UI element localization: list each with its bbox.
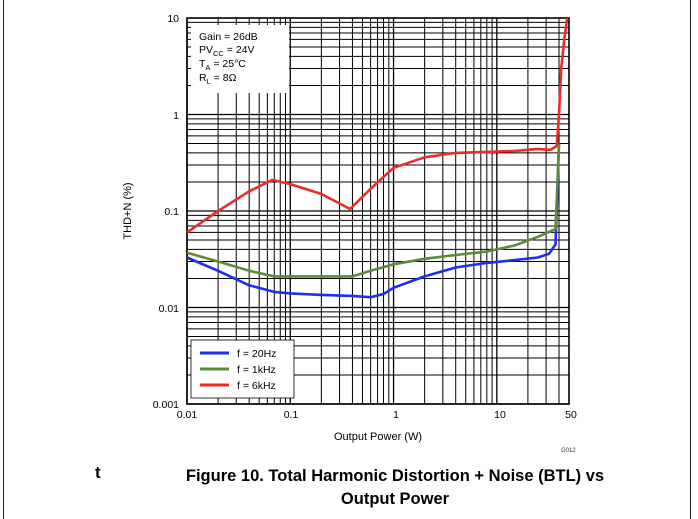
conditions-box	[191, 25, 289, 93]
annotation-gain: Gain = 26dB	[199, 31, 258, 43]
y-tick-label-10: 10	[167, 13, 179, 25]
x-tick-label-50: 50	[565, 409, 577, 421]
annotation-rl: RL = 8Ω	[199, 72, 237, 86]
y-tick-label-1: 1	[173, 110, 179, 122]
clipped-text-fragment: t	[95, 463, 101, 482]
y-tick-label-0.001: 0.001	[153, 399, 179, 411]
x-tick-label-0.01: 0.01	[177, 409, 198, 421]
legend-label-20hz: f = 20Hz	[237, 348, 276, 360]
figure-caption-line2: Output Power	[340, 490, 450, 508]
plot-frame	[186, 17, 570, 405]
series-line-20hz	[186, 143, 561, 299]
annotation-ta: TA = 25°C	[199, 58, 246, 72]
series-line-1khz	[186, 143, 561, 278]
annotation-pvcc: PVCC = 24V	[199, 44, 255, 58]
figure-id: G012	[561, 448, 576, 454]
y-tick-label-0.1: 0.1	[164, 206, 179, 218]
y-axis-label: THD+N (%)	[122, 182, 134, 239]
x-axis-label: Output Power (W)	[334, 431, 422, 443]
right-border-rule	[690, 0, 691, 519]
y-tick-label-0.01: 0.01	[159, 303, 180, 315]
legend-label-1khz: f = 1kHz	[237, 364, 276, 376]
x-tick-label-1: 1	[393, 409, 399, 421]
figure-caption-line1: Figure 10. Total Harmonic Distortion + N…	[185, 467, 605, 485]
x-tick-label-10: 10	[494, 409, 506, 421]
legend-label-6khz: f = 6kHz	[237, 380, 276, 392]
x-tick-label-0.1: 0.1	[284, 409, 299, 421]
series-layer	[186, 17, 569, 299]
left-border-rule	[3, 0, 4, 519]
series-line-6khz	[186, 17, 569, 234]
